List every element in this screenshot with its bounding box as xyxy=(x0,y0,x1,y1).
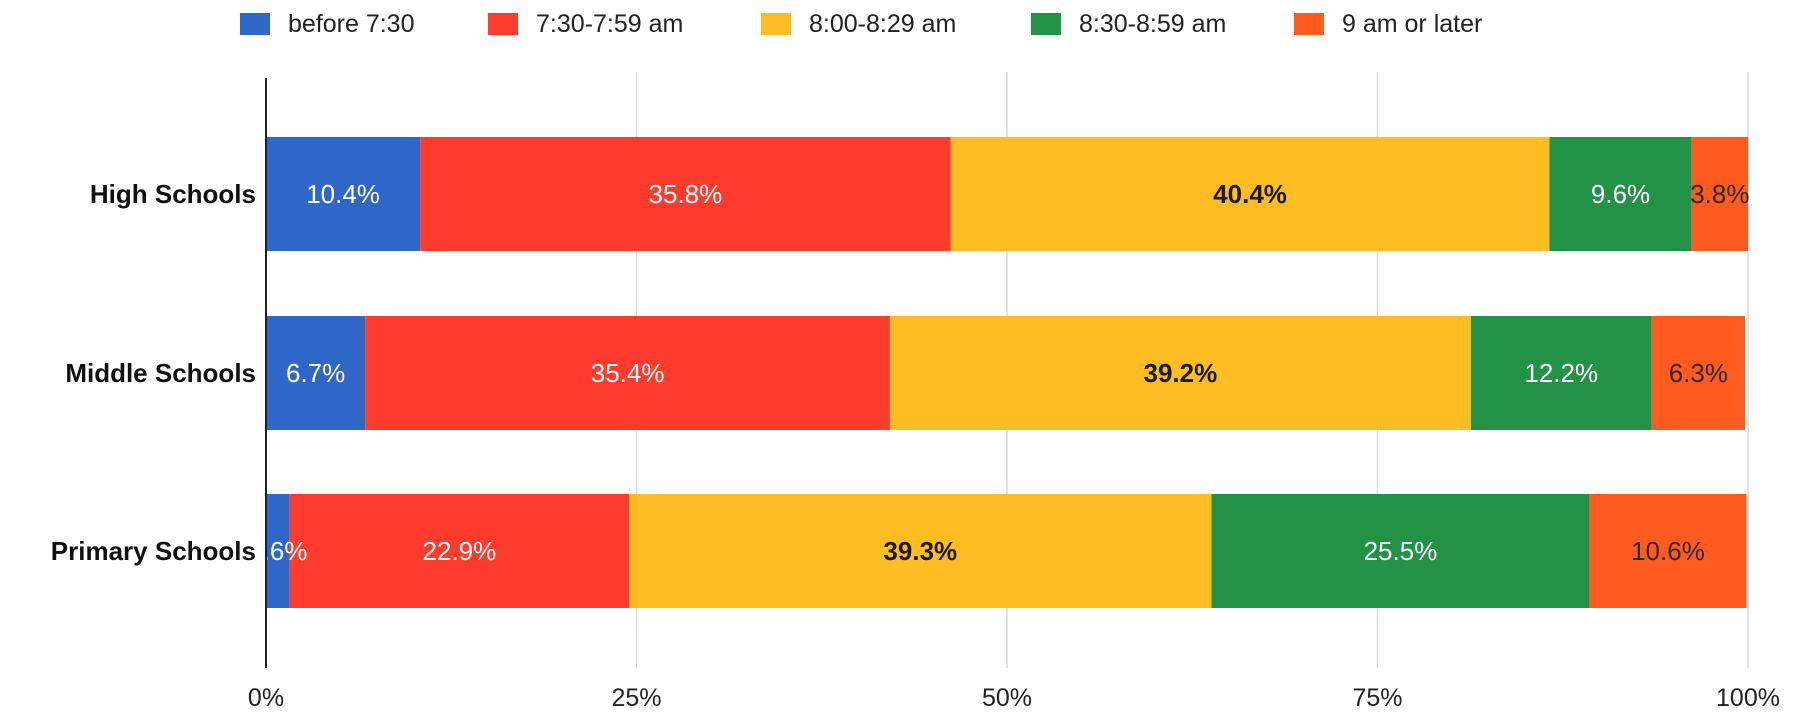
bar-segment xyxy=(950,137,1550,251)
bar-value-label: 35.8% xyxy=(649,179,723,209)
category-label: Primary Schools xyxy=(51,536,256,566)
bar-value-label: 6.3% xyxy=(1669,358,1728,388)
x-tick-label: 0% xyxy=(248,684,284,712)
x-tick-label: 50% xyxy=(982,684,1032,712)
bar-segment xyxy=(629,494,1212,608)
bar-segment xyxy=(1589,494,1747,608)
bar-value-label: 25.5% xyxy=(1364,536,1438,566)
bar-segment xyxy=(1211,494,1590,608)
bar-segment xyxy=(266,137,421,251)
bar-segment xyxy=(289,494,630,608)
legend-label: 7:30-7:59 am xyxy=(536,10,683,38)
data-labels: 10.4% 35.8% 40.4% 9.6% 3.8% 6.7% 35.4% 39.2% 12.… xyxy=(248,179,1749,566)
legend-label: 9 am or later xyxy=(1342,10,1482,38)
bar-segment xyxy=(420,137,951,251)
x-tick-label: 25% xyxy=(611,684,661,712)
category-label: High Schools xyxy=(90,179,256,209)
bar-value-label: 22.9% xyxy=(423,536,497,566)
legend-label: 8:00-8:29 am xyxy=(809,10,956,38)
legend-swatch xyxy=(488,13,518,35)
bar-value-label: 10.4% xyxy=(306,179,380,209)
bar-segment xyxy=(1691,137,1748,251)
legend-label: 8:30-8:59 am xyxy=(1079,10,1226,38)
bar-value-label: 39.3% xyxy=(883,536,957,566)
category-label: Middle Schools xyxy=(65,358,256,388)
bar-segment xyxy=(1549,137,1692,251)
bar-value-label: 12.2% xyxy=(1524,358,1598,388)
bar-segment xyxy=(266,494,290,608)
bar-segment xyxy=(266,316,366,430)
bar-value-label: 40.4% xyxy=(1213,179,1287,209)
bar-segment xyxy=(1470,316,1652,430)
bar-value-label: 35.4% xyxy=(591,358,665,388)
legend-swatch xyxy=(240,13,270,35)
bar-segment xyxy=(889,316,1471,430)
bar-value-label: 3.8% xyxy=(1690,179,1749,209)
bar-value-label: 1.6% xyxy=(248,536,307,566)
legend-swatch xyxy=(761,13,791,35)
bars xyxy=(266,137,1748,608)
legend-swatch xyxy=(1031,13,1061,35)
axes: 0% 25% 50% 75% 100% High Schools Middle School… xyxy=(51,78,1780,712)
x-tick-label: 100% xyxy=(1716,684,1780,712)
bar-value-label: 10.6% xyxy=(1631,536,1705,566)
bar-segment xyxy=(1651,316,1746,430)
bar-value-label: 6.7% xyxy=(286,358,345,388)
legend-swatch xyxy=(1294,13,1324,35)
x-tick-label: 75% xyxy=(1352,684,1402,712)
bar-value-label: 9.6% xyxy=(1591,179,1650,209)
bar-value-label: 39.2% xyxy=(1144,358,1218,388)
legend-label: before 7:30 xyxy=(288,10,415,38)
legend: before 7:30 7:30-7:59 am 8:00-8:29 am 8:30-… xyxy=(240,10,1482,38)
bar-segment xyxy=(365,316,890,430)
